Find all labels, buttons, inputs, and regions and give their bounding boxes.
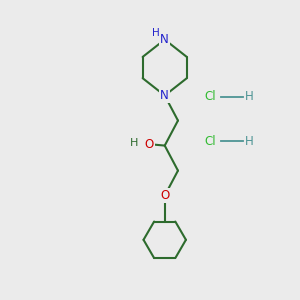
Text: O: O <box>160 189 169 202</box>
Text: Cl: Cl <box>205 135 216 148</box>
Text: H: H <box>245 91 254 103</box>
Text: H: H <box>152 28 160 38</box>
Text: N: N <box>160 89 169 102</box>
Text: H: H <box>245 135 254 148</box>
Text: O: O <box>145 138 154 151</box>
Text: H: H <box>130 138 138 148</box>
Text: Cl: Cl <box>205 91 216 103</box>
Text: N: N <box>160 33 169 46</box>
